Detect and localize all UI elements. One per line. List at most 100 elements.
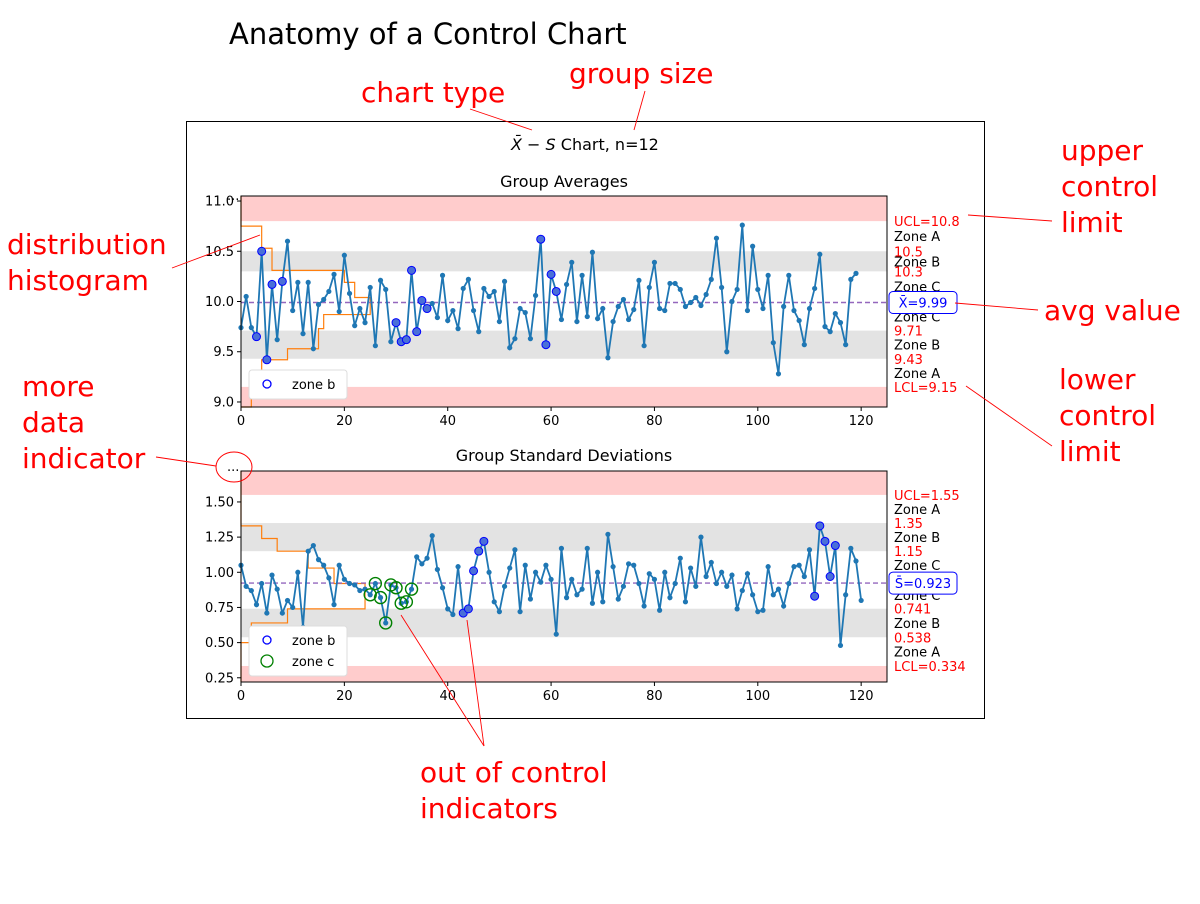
data-point	[429, 533, 435, 539]
std-dev-panel: Group Standard Deviations 0 20 40 60 80 100 120…	[205, 446, 966, 704]
data-point	[434, 314, 440, 321]
data-point	[548, 576, 554, 582]
data-point	[424, 555, 430, 561]
annotation-more-data-line2: data	[22, 406, 85, 439]
limit-value-label: LCL=0.334	[894, 660, 966, 675]
annotation-distribution-histogram: distribution histogram	[7, 228, 175, 297]
histogram-leader	[171, 234, 261, 269]
data-point	[605, 531, 611, 537]
data-point	[858, 597, 864, 604]
data-point	[708, 559, 714, 566]
data-point	[532, 569, 539, 575]
zone-label: Zone B	[894, 255, 940, 270]
data-point	[594, 315, 601, 322]
y-tick-label: 1.00	[205, 566, 234, 581]
data-point	[243, 583, 249, 589]
zone-label: Zone B	[894, 617, 940, 632]
data-point	[414, 554, 420, 560]
more-data-dots-bottom: ...	[227, 460, 239, 475]
x-tick-label: 80	[646, 689, 663, 704]
data-point	[341, 252, 347, 258]
ooc-leader-1	[400, 614, 485, 747]
data-point	[507, 345, 513, 351]
zone-c-flag-marker	[363, 588, 377, 602]
data-point	[491, 599, 497, 605]
x-tick-label: 60	[543, 689, 560, 704]
data-point	[672, 280, 678, 287]
data-point	[672, 580, 678, 587]
data-point	[563, 281, 570, 288]
data-point	[496, 318, 502, 325]
data-point	[755, 286, 761, 293]
data-point	[357, 305, 363, 312]
data-point	[843, 342, 849, 348]
chart-title: X̄ − S Chart, n=12	[510, 135, 659, 154]
data-point	[295, 279, 301, 286]
data-point	[775, 371, 782, 377]
data-point	[295, 569, 301, 575]
data-point	[367, 284, 373, 291]
data-point	[641, 343, 647, 349]
zone-b-flag-marker	[463, 604, 473, 614]
annotation-ucl-line2: control	[1061, 170, 1158, 203]
data-point	[574, 318, 580, 325]
y-tick-label: 11.0	[205, 195, 234, 210]
data-point	[610, 564, 616, 570]
data-point	[439, 272, 446, 278]
zone-label: Zone B	[894, 531, 940, 546]
data-point	[372, 343, 378, 349]
x-tick-label: 40	[439, 689, 456, 704]
data-point	[667, 595, 673, 601]
data-point	[724, 349, 730, 355]
legend-label: zone c	[292, 655, 334, 670]
data-point	[620, 296, 627, 303]
x-tick-label: 0	[237, 414, 245, 429]
y-tick-label: 0.75	[205, 601, 234, 616]
limit-value-label: 9.43	[894, 353, 923, 368]
data-point	[682, 303, 689, 310]
y-tick-label: 9.5	[213, 345, 234, 360]
data-point	[744, 307, 751, 314]
data-point	[248, 325, 254, 331]
x-tick-label: 100	[745, 689, 770, 704]
data-point	[274, 337, 280, 343]
zone-b-flag-marker	[815, 521, 825, 531]
zone-b-flag-marker	[541, 340, 551, 350]
data-point	[460, 285, 466, 292]
data-point	[729, 298, 735, 305]
x-tick-label: 80	[646, 414, 663, 429]
zone-b-flag-marker	[479, 536, 489, 546]
annotation-more-data-line3: indicator	[22, 442, 146, 475]
data-point	[594, 569, 601, 575]
zone-label: Zone A	[894, 646, 940, 661]
more-data-dots-top: ...	[227, 189, 239, 204]
data-point	[527, 336, 534, 342]
x-tick-label: 60	[543, 414, 560, 429]
zone-beyond-ucl-band	[241, 196, 887, 222]
data-point	[352, 323, 358, 329]
data-point	[781, 603, 787, 609]
data-point	[486, 569, 492, 575]
data-point	[388, 339, 394, 345]
data-point	[812, 285, 818, 292]
zone-b-lower-band	[241, 330, 887, 359]
y-tick-label: 1.50	[205, 495, 234, 510]
data-point	[527, 596, 534, 602]
zone-b-flag-marker	[407, 265, 417, 275]
data-point	[615, 303, 621, 310]
data-point	[791, 307, 797, 314]
data-point	[300, 331, 306, 337]
limit-value-label: UCL=10.8	[894, 215, 960, 230]
data-point	[615, 596, 621, 602]
data-point	[264, 610, 270, 616]
data-point	[770, 340, 776, 346]
data-point	[465, 276, 471, 282]
annotation-lines	[155, 90, 1053, 747]
y-tick-label: 0.50	[205, 636, 234, 651]
zone-b-flag-marker	[412, 327, 422, 337]
data-point	[636, 580, 642, 587]
data-point	[688, 299, 694, 306]
zone-c-flag-marker	[373, 590, 388, 605]
zone-c-flag-marker	[394, 596, 408, 610]
